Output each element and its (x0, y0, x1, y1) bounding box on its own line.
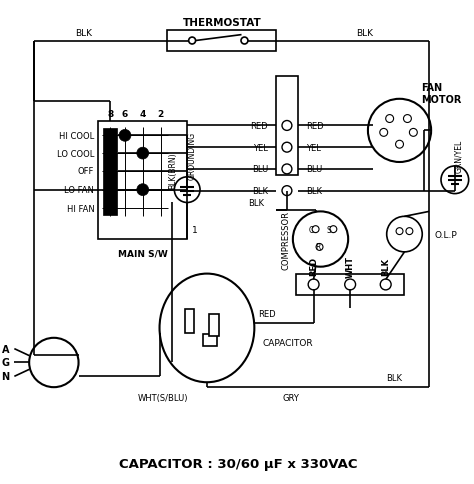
Bar (103, 129, 117, 216)
Circle shape (174, 178, 200, 203)
Text: THERMOSTAT: THERMOSTAT (182, 18, 261, 28)
Circle shape (29, 338, 79, 387)
Bar (167, 30, 276, 52)
Circle shape (403, 115, 411, 123)
Circle shape (410, 129, 417, 137)
Text: 6: 6 (122, 110, 128, 119)
Text: LO COOL: LO COOL (57, 149, 94, 158)
Circle shape (282, 121, 292, 131)
Text: 4: 4 (139, 110, 146, 119)
Circle shape (312, 226, 319, 233)
Text: YEL: YEL (253, 143, 268, 152)
Circle shape (406, 228, 413, 235)
Text: BLK(BRN): BLK(BRN) (168, 152, 177, 189)
Text: G: G (1, 358, 9, 368)
Circle shape (396, 228, 403, 235)
Circle shape (396, 141, 403, 149)
Text: CAPACITOR : 30/60 μF x 330VAC: CAPACITOR : 30/60 μF x 330VAC (119, 457, 358, 470)
Text: S: S (326, 225, 331, 234)
Circle shape (189, 38, 196, 45)
Text: GRY: GRY (283, 393, 299, 402)
Text: RED: RED (251, 121, 268, 131)
Text: GRN/YEL: GRN/YEL (454, 139, 463, 172)
Text: BLK: BLK (248, 198, 264, 208)
Circle shape (330, 226, 337, 233)
Text: WHT: WHT (346, 255, 355, 277)
Circle shape (380, 279, 391, 290)
Text: O.L.P: O.L.P (434, 230, 457, 239)
Circle shape (345, 279, 356, 290)
Circle shape (380, 129, 388, 137)
Text: OFF: OFF (78, 167, 94, 176)
Circle shape (386, 115, 393, 123)
Text: MAIN S/W: MAIN S/W (118, 249, 168, 258)
Circle shape (119, 130, 131, 142)
Circle shape (282, 186, 292, 196)
Text: CAPACITOR: CAPACITOR (262, 338, 313, 348)
Circle shape (282, 143, 292, 153)
Text: BLK: BLK (252, 187, 268, 196)
Text: N: N (1, 372, 9, 381)
Text: RED: RED (309, 257, 318, 276)
Bar (209, 315, 219, 336)
Bar (185, 309, 194, 333)
Text: 2: 2 (157, 110, 164, 119)
Text: RED: RED (306, 121, 323, 131)
Text: BLK: BLK (75, 29, 92, 38)
Circle shape (137, 184, 149, 196)
Circle shape (308, 279, 319, 290)
Text: A: A (2, 344, 9, 354)
Circle shape (387, 217, 422, 252)
Circle shape (104, 203, 116, 215)
Text: R: R (315, 243, 320, 252)
Circle shape (241, 38, 248, 45)
Circle shape (368, 100, 431, 163)
Circle shape (137, 148, 149, 160)
Text: C: C (309, 225, 314, 234)
Bar (98, 121, 187, 240)
Text: 1: 1 (192, 225, 198, 234)
Text: BLU: BLU (306, 165, 322, 174)
Text: GROUNDING: GROUNDING (188, 132, 197, 180)
Circle shape (282, 165, 292, 175)
Text: COMPRESSOR: COMPRESSOR (282, 210, 291, 269)
Circle shape (316, 244, 323, 251)
Bar (203, 334, 217, 346)
Circle shape (441, 166, 469, 194)
Text: YEL: YEL (306, 143, 320, 152)
Text: 8: 8 (107, 110, 113, 119)
Text: RED: RED (258, 309, 276, 318)
Text: WHT(S/BLU): WHT(S/BLU) (137, 393, 188, 402)
Ellipse shape (160, 274, 255, 382)
Text: BLK: BLK (306, 187, 322, 196)
Text: HI FAN: HI FAN (67, 205, 94, 213)
Text: BLK: BLK (387, 373, 402, 382)
Bar (296, 274, 404, 296)
Text: BLU: BLU (252, 165, 268, 174)
Text: LO FAN: LO FAN (64, 186, 94, 195)
Circle shape (293, 212, 348, 267)
Text: FAN
MOTOR: FAN MOTOR (421, 83, 462, 105)
Text: BLK: BLK (356, 29, 374, 38)
Text: HI COOL: HI COOL (59, 132, 94, 140)
Text: BLK: BLK (381, 257, 390, 275)
Bar (276, 77, 298, 176)
